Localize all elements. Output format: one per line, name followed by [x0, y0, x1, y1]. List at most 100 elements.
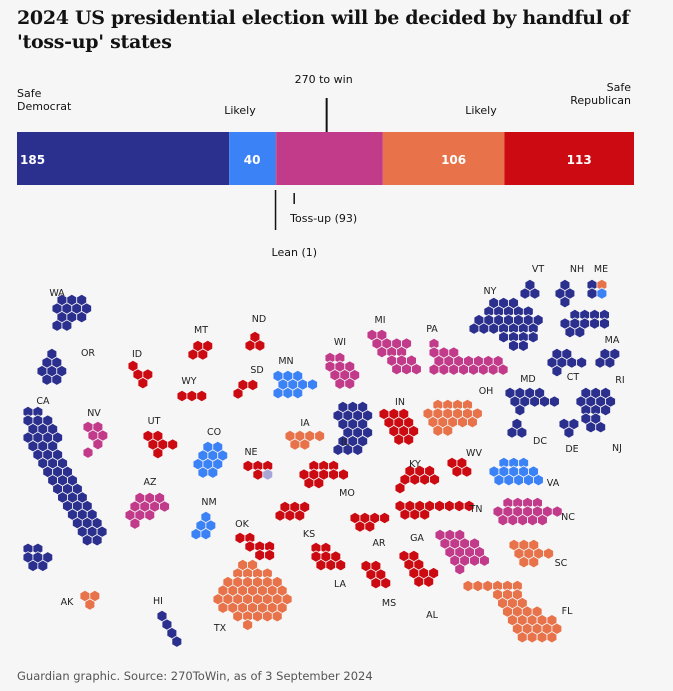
state-label-ma: MA	[605, 335, 620, 346]
state-label-ia: IA	[300, 418, 310, 429]
hex-ny	[478, 322, 490, 335]
state-ms	[360, 559, 392, 590]
state-label-oh: OH	[479, 386, 494, 397]
hex-id	[137, 376, 149, 390]
hex-fl	[482, 579, 494, 593]
hex-ks	[274, 509, 286, 522]
hex-mn	[282, 386, 294, 400]
hex-tn	[434, 499, 445, 513]
hex-me	[596, 278, 608, 292]
hex-tn	[409, 508, 421, 521]
hex-mo	[313, 476, 325, 490]
hex-ms	[370, 576, 382, 590]
hex-ca	[32, 405, 44, 419]
state-label-pa: PA	[426, 324, 438, 335]
state-id	[127, 359, 154, 390]
state-label-ak: AK	[61, 597, 74, 608]
state-wv	[446, 456, 473, 478]
state-ar	[349, 511, 390, 533]
hex-nj	[600, 403, 611, 417]
hex-tx	[271, 610, 283, 623]
state-il	[332, 400, 373, 456]
hex-va	[493, 473, 505, 487]
hex-pa	[487, 363, 499, 376]
hex-ne	[262, 468, 274, 481]
hex-mo	[338, 468, 349, 481]
hex-mi	[376, 345, 388, 359]
state-nc	[492, 496, 563, 527]
state-ks	[274, 500, 311, 522]
bar-segment-lean-dem	[275, 132, 277, 185]
hex-oh	[457, 415, 468, 429]
state-label-ca: CA	[36, 396, 50, 407]
state-label-me: ME	[594, 264, 608, 275]
hex-ar	[379, 511, 390, 525]
hex-nj	[585, 421, 597, 434]
hex-mi	[411, 363, 422, 376]
state-pa	[428, 337, 509, 376]
hex-co	[197, 466, 209, 479]
hex-tn	[463, 499, 475, 513]
state-label-ny: NY	[484, 286, 497, 297]
hex-pa	[448, 363, 460, 376]
hex-ri	[594, 356, 606, 369]
state-co	[192, 440, 229, 479]
hex-oh	[462, 398, 473, 412]
hex-ca	[27, 559, 39, 573]
hex-va	[503, 473, 515, 487]
hex-or	[51, 373, 63, 386]
state-ca	[22, 405, 108, 573]
state-label-ne: NE	[244, 447, 257, 458]
state-label-nd: ND	[252, 314, 266, 325]
state-nd	[244, 330, 266, 352]
state-label-al: AL	[426, 610, 438, 621]
hex-ne	[262, 459, 274, 473]
hex-ma	[599, 317, 610, 330]
hex-nm	[200, 527, 212, 541]
state-sc	[508, 538, 554, 569]
hex-oh	[442, 424, 454, 437]
hex-ca	[91, 534, 103, 547]
hex-in	[393, 433, 405, 446]
hex-mn	[272, 386, 284, 400]
hex-la	[335, 558, 347, 572]
hex-oh	[467, 415, 478, 429]
state-la	[310, 541, 347, 572]
hex-md	[539, 395, 550, 408]
hex-mn	[292, 386, 304, 400]
hex-nc	[532, 496, 543, 510]
source-note: Guardian graphic. Source: 270ToWin, as o…	[17, 669, 373, 683]
hex-sd	[247, 378, 259, 392]
hex-pa	[468, 363, 479, 376]
hex-nd	[244, 339, 256, 352]
state-ia	[284, 429, 325, 451]
hex-nc	[517, 513, 529, 527]
label-likely-rep: Likely	[465, 104, 497, 117]
hex-pa	[428, 337, 440, 351]
bar-value-likely-dem: 40	[244, 153, 261, 167]
hex-in	[403, 433, 415, 446]
hex-co	[207, 466, 219, 479]
hex-hi	[171, 635, 183, 648]
hex-nj	[595, 421, 607, 434]
state-label-la: LA	[334, 579, 347, 590]
hex-ny	[508, 339, 519, 352]
hex-ca	[37, 559, 49, 573]
hex-ma	[564, 325, 576, 339]
state-label-or: OR	[81, 348, 95, 359]
state-wa	[51, 293, 92, 332]
state-hi	[156, 609, 183, 648]
hex-ks	[284, 509, 296, 522]
state-label-nc: NC	[561, 512, 575, 523]
state-label-wv: WV	[466, 448, 482, 459]
bar-segment-toss-up	[276, 132, 383, 185]
state-al	[398, 549, 439, 588]
hex-sc	[528, 555, 540, 569]
hex-ok	[244, 540, 256, 553]
hex-wa	[51, 319, 63, 332]
state-wi	[324, 351, 361, 390]
state-or	[36, 347, 68, 386]
hex-wa	[61, 319, 73, 332]
threshold-label: 270 to win	[295, 73, 353, 86]
hex-pa	[497, 363, 509, 376]
